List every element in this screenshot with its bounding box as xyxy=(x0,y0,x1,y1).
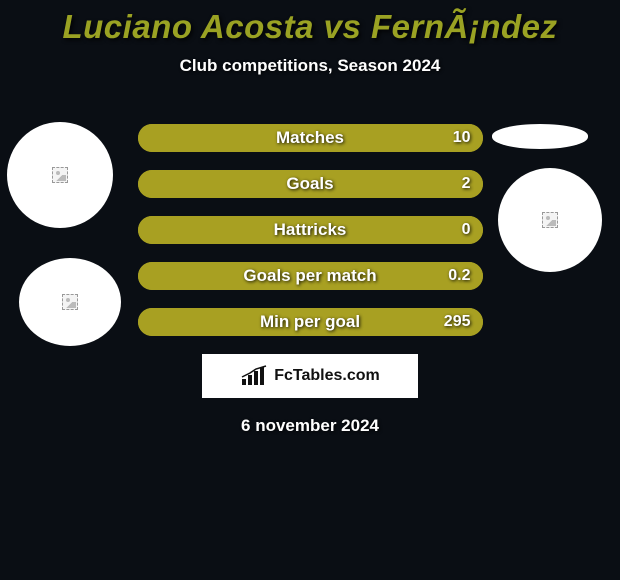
avatar xyxy=(7,122,113,228)
stat-value: 0.2 xyxy=(448,262,470,290)
avatar xyxy=(498,168,602,272)
stat-value: 295 xyxy=(444,308,471,336)
image-placeholder-icon xyxy=(52,167,68,183)
image-placeholder-icon xyxy=(542,212,558,228)
page-title: Luciano Acosta vs FernÃ¡ndez xyxy=(0,0,620,46)
page-subtitle: Club competitions, Season 2024 xyxy=(0,56,620,76)
image-placeholder-icon xyxy=(62,294,78,310)
stat-value: 2 xyxy=(462,170,471,198)
stat-row: Matches10 xyxy=(138,124,483,152)
logo-text: FcTables.com xyxy=(274,367,380,385)
stats-container: Matches10 Goals2 Hattricks0 Goals per match… xyxy=(138,124,483,336)
stat-value: 0 xyxy=(462,216,471,244)
stat-label: Goals xyxy=(138,170,483,198)
avatar xyxy=(19,258,121,346)
stat-label: Hattricks xyxy=(138,216,483,244)
stat-row: Goals2 xyxy=(138,170,483,198)
stat-label: Matches xyxy=(138,124,483,152)
stat-value: 10 xyxy=(453,124,471,152)
stat-label: Min per goal xyxy=(138,308,483,336)
stat-row: Goals per match0.2 xyxy=(138,262,483,290)
avatar xyxy=(492,124,588,149)
source-logo: FcTables.com xyxy=(202,354,418,398)
stat-row: Hattricks0 xyxy=(138,216,483,244)
bar-chart-icon xyxy=(240,365,268,387)
stat-label: Goals per match xyxy=(138,262,483,290)
date-label: 6 november 2024 xyxy=(0,416,620,436)
stat-row: Min per goal295 xyxy=(138,308,483,336)
